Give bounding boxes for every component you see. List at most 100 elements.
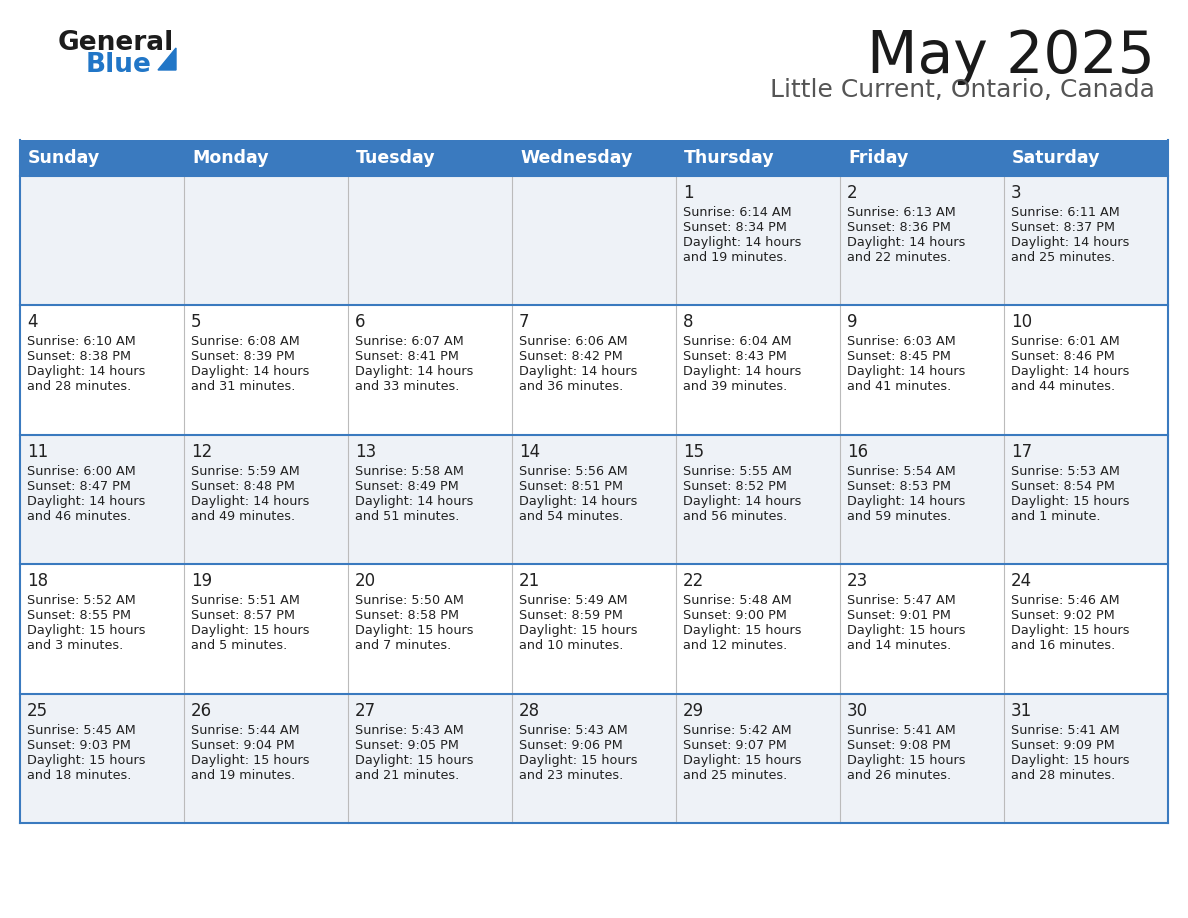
Text: Sunrise: 6:04 AM: Sunrise: 6:04 AM: [683, 335, 791, 349]
Text: Sunset: 8:53 PM: Sunset: 8:53 PM: [847, 480, 952, 493]
Text: Blue: Blue: [86, 52, 152, 78]
Text: 17: 17: [1011, 442, 1032, 461]
Text: and 3 minutes.: and 3 minutes.: [27, 639, 124, 652]
Text: Daylight: 15 hours: Daylight: 15 hours: [683, 624, 802, 637]
Text: Sunset: 9:00 PM: Sunset: 9:00 PM: [683, 610, 786, 622]
Text: Sunrise: 5:56 AM: Sunrise: 5:56 AM: [519, 465, 627, 477]
Text: and 12 minutes.: and 12 minutes.: [683, 639, 788, 652]
Text: Daylight: 14 hours: Daylight: 14 hours: [519, 365, 638, 378]
Text: Daylight: 14 hours: Daylight: 14 hours: [683, 365, 802, 378]
Text: 16: 16: [847, 442, 868, 461]
Text: Daylight: 15 hours: Daylight: 15 hours: [519, 754, 638, 767]
Text: Sunset: 8:41 PM: Sunset: 8:41 PM: [355, 351, 459, 364]
Text: Daylight: 15 hours: Daylight: 15 hours: [1011, 624, 1130, 637]
Text: General: General: [58, 30, 175, 56]
Text: Sunrise: 5:49 AM: Sunrise: 5:49 AM: [519, 594, 627, 607]
Text: 23: 23: [847, 572, 868, 590]
Text: Sunday: Sunday: [29, 149, 100, 167]
Text: and 7 minutes.: and 7 minutes.: [355, 639, 451, 652]
Text: 19: 19: [191, 572, 213, 590]
Text: 10: 10: [1011, 313, 1032, 331]
Text: Sunrise: 5:53 AM: Sunrise: 5:53 AM: [1011, 465, 1120, 477]
Text: 12: 12: [191, 442, 213, 461]
Text: and 21 minutes.: and 21 minutes.: [355, 768, 460, 781]
Bar: [348, 140, 512, 176]
Text: Sunrise: 5:54 AM: Sunrise: 5:54 AM: [847, 465, 956, 477]
Text: Daylight: 14 hours: Daylight: 14 hours: [27, 365, 145, 378]
Text: Daylight: 14 hours: Daylight: 14 hours: [191, 365, 309, 378]
Text: Daylight: 15 hours: Daylight: 15 hours: [191, 754, 310, 767]
Text: 8: 8: [683, 313, 694, 331]
Text: and 26 minutes.: and 26 minutes.: [847, 768, 952, 781]
Text: Daylight: 14 hours: Daylight: 14 hours: [1011, 365, 1130, 378]
Text: and 22 minutes.: and 22 minutes.: [847, 251, 952, 264]
Text: Sunset: 8:54 PM: Sunset: 8:54 PM: [1011, 480, 1114, 493]
Text: Sunrise: 5:59 AM: Sunrise: 5:59 AM: [191, 465, 299, 477]
Text: Sunset: 9:06 PM: Sunset: 9:06 PM: [519, 739, 623, 752]
Text: and 23 minutes.: and 23 minutes.: [519, 768, 624, 781]
Text: and 51 minutes.: and 51 minutes.: [355, 509, 460, 522]
Text: Sunrise: 5:43 AM: Sunrise: 5:43 AM: [355, 723, 463, 736]
Text: 18: 18: [27, 572, 49, 590]
Text: Sunset: 8:49 PM: Sunset: 8:49 PM: [355, 480, 459, 493]
Text: Sunrise: 5:44 AM: Sunrise: 5:44 AM: [191, 723, 299, 736]
Text: 3: 3: [1011, 184, 1022, 202]
Text: 14: 14: [519, 442, 541, 461]
Text: Wednesday: Wednesday: [520, 149, 632, 167]
Text: Sunrise: 5:48 AM: Sunrise: 5:48 AM: [683, 594, 791, 607]
Text: 25: 25: [27, 701, 49, 720]
Bar: [20, 140, 184, 176]
Text: Sunrise: 5:45 AM: Sunrise: 5:45 AM: [27, 723, 135, 736]
Text: Daylight: 14 hours: Daylight: 14 hours: [27, 495, 145, 508]
Text: Sunrise: 6:08 AM: Sunrise: 6:08 AM: [191, 335, 299, 349]
Text: Sunrise: 6:01 AM: Sunrise: 6:01 AM: [1011, 335, 1120, 349]
Text: Sunset: 8:51 PM: Sunset: 8:51 PM: [519, 480, 623, 493]
Text: Sunset: 9:04 PM: Sunset: 9:04 PM: [191, 739, 295, 752]
Text: Sunset: 8:39 PM: Sunset: 8:39 PM: [191, 351, 295, 364]
Text: Daylight: 14 hours: Daylight: 14 hours: [355, 495, 473, 508]
Text: 5: 5: [191, 313, 202, 331]
Text: Daylight: 14 hours: Daylight: 14 hours: [683, 236, 802, 249]
Text: and 39 minutes.: and 39 minutes.: [683, 380, 788, 394]
Text: Daylight: 15 hours: Daylight: 15 hours: [519, 624, 638, 637]
Text: Tuesday: Tuesday: [356, 149, 436, 167]
Text: and 16 minutes.: and 16 minutes.: [1011, 639, 1116, 652]
Text: 24: 24: [1011, 572, 1032, 590]
Text: Daylight: 15 hours: Daylight: 15 hours: [191, 624, 310, 637]
Bar: [676, 140, 840, 176]
Text: Sunset: 8:59 PM: Sunset: 8:59 PM: [519, 610, 623, 622]
Text: Sunrise: 6:13 AM: Sunrise: 6:13 AM: [847, 206, 956, 219]
Text: Monday: Monday: [192, 149, 268, 167]
Text: Sunrise: 6:07 AM: Sunrise: 6:07 AM: [355, 335, 463, 349]
Text: Sunset: 8:45 PM: Sunset: 8:45 PM: [847, 351, 950, 364]
Text: Sunrise: 6:11 AM: Sunrise: 6:11 AM: [1011, 206, 1120, 219]
Text: Sunset: 8:55 PM: Sunset: 8:55 PM: [27, 610, 131, 622]
Text: Sunset: 9:09 PM: Sunset: 9:09 PM: [1011, 739, 1114, 752]
Text: Sunrise: 5:47 AM: Sunrise: 5:47 AM: [847, 594, 956, 607]
Text: 15: 15: [683, 442, 704, 461]
Text: and 18 minutes.: and 18 minutes.: [27, 768, 132, 781]
Text: and 33 minutes.: and 33 minutes.: [355, 380, 460, 394]
Text: 28: 28: [519, 701, 541, 720]
Text: Sunrise: 6:10 AM: Sunrise: 6:10 AM: [27, 335, 135, 349]
Text: Sunset: 9:05 PM: Sunset: 9:05 PM: [355, 739, 459, 752]
Text: 29: 29: [683, 701, 704, 720]
Bar: [20, 306, 1168, 435]
Text: Sunset: 8:57 PM: Sunset: 8:57 PM: [191, 610, 295, 622]
Text: Sunrise: 5:46 AM: Sunrise: 5:46 AM: [1011, 594, 1119, 607]
Text: Sunset: 9:07 PM: Sunset: 9:07 PM: [683, 739, 786, 752]
Text: 22: 22: [683, 572, 704, 590]
Text: Daylight: 15 hours: Daylight: 15 hours: [27, 754, 145, 767]
Text: 1: 1: [683, 184, 694, 202]
Text: Sunrise: 5:51 AM: Sunrise: 5:51 AM: [191, 594, 299, 607]
Text: Sunset: 9:03 PM: Sunset: 9:03 PM: [27, 739, 131, 752]
Text: Sunrise: 5:50 AM: Sunrise: 5:50 AM: [355, 594, 463, 607]
Text: and 28 minutes.: and 28 minutes.: [1011, 768, 1116, 781]
Text: and 59 minutes.: and 59 minutes.: [847, 509, 952, 522]
Text: Sunset: 8:38 PM: Sunset: 8:38 PM: [27, 351, 131, 364]
Text: Sunrise: 5:42 AM: Sunrise: 5:42 AM: [683, 723, 791, 736]
Text: Sunrise: 5:55 AM: Sunrise: 5:55 AM: [683, 465, 792, 477]
Text: and 54 minutes.: and 54 minutes.: [519, 509, 624, 522]
Text: Little Current, Ontario, Canada: Little Current, Ontario, Canada: [770, 78, 1155, 102]
Text: Daylight: 15 hours: Daylight: 15 hours: [1011, 495, 1130, 508]
